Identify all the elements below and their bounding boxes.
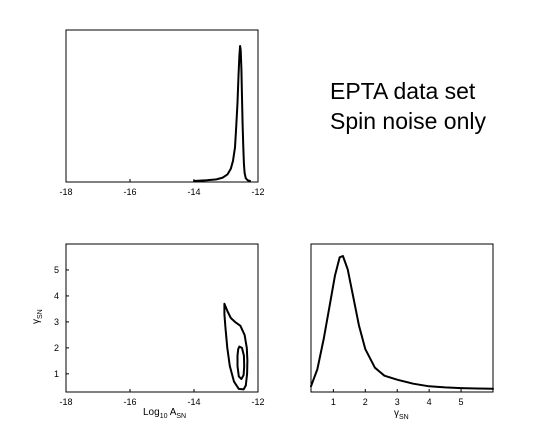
panel-frame — [310, 243, 494, 393]
y-axis-ticks: 1 2 3 4 5 — [54, 265, 69, 379]
x-tick-label: 2 — [363, 397, 368, 407]
y-tick-label: 2 — [54, 343, 59, 353]
y-tick-label: 5 — [54, 265, 59, 275]
x-label-gamma: γ — [394, 408, 399, 419]
y-tick-label: 3 — [54, 317, 59, 327]
x-tick-label: 1 — [331, 397, 336, 407]
panel-gamma-marginal: 1 2 3 4 5 γSN — [310, 243, 494, 421]
series-line — [193, 45, 251, 182]
x-tick-label: -12 — [251, 397, 264, 407]
x-tick-label: -16 — [123, 187, 136, 197]
contour-inner — [236, 345, 246, 380]
x-tick-label: -14 — [187, 397, 200, 407]
panel-log-amplitude-marginal: -18 -16 -14 -12 — [59, 29, 265, 197]
panel-frame — [65, 243, 259, 393]
x-tick-label: -18 — [59, 187, 72, 197]
series-line — [310, 255, 494, 390]
contour-lines — [223, 302, 249, 391]
x-tick-label: 5 — [459, 397, 464, 407]
x-label-log: Log — [143, 407, 160, 418]
x-label-sub-10: 10 — [160, 413, 168, 420]
x-tick-label: -16 — [123, 397, 136, 407]
x-axis-ticks: 1 2 3 4 5 — [331, 389, 464, 407]
x-tick-label: -14 — [187, 187, 200, 197]
x-tick-label: -18 — [59, 397, 72, 407]
x-tick-label: -12 — [251, 187, 264, 197]
y-label-gamma: γ — [31, 319, 42, 324]
annotation: EPTA data set Spin noise only — [330, 78, 486, 134]
panel-frame — [65, 29, 259, 183]
x-label-sub-sn: SN — [399, 414, 409, 421]
x-axis-label: Log10 ASN — [143, 407, 186, 420]
y-axis-label: γSN — [31, 309, 44, 324]
x-tick-label: 4 — [427, 397, 432, 407]
x-label-a: A — [167, 407, 176, 418]
annotation-line-1: EPTA data set — [330, 78, 476, 104]
x-axis-ticks: -18 -16 -14 -12 — [59, 389, 265, 407]
y-tick-label: 1 — [54, 369, 59, 379]
x-label-sub-sn: SN — [176, 413, 186, 420]
x-tick-label: 3 — [395, 397, 400, 407]
annotation-line-2: Spin noise only — [330, 108, 486, 134]
contour-outer — [223, 302, 249, 391]
x-axis-label: γSN — [394, 408, 409, 421]
y-tick-label: 4 — [54, 291, 59, 301]
y-label-sub-sn: SN — [37, 309, 44, 319]
